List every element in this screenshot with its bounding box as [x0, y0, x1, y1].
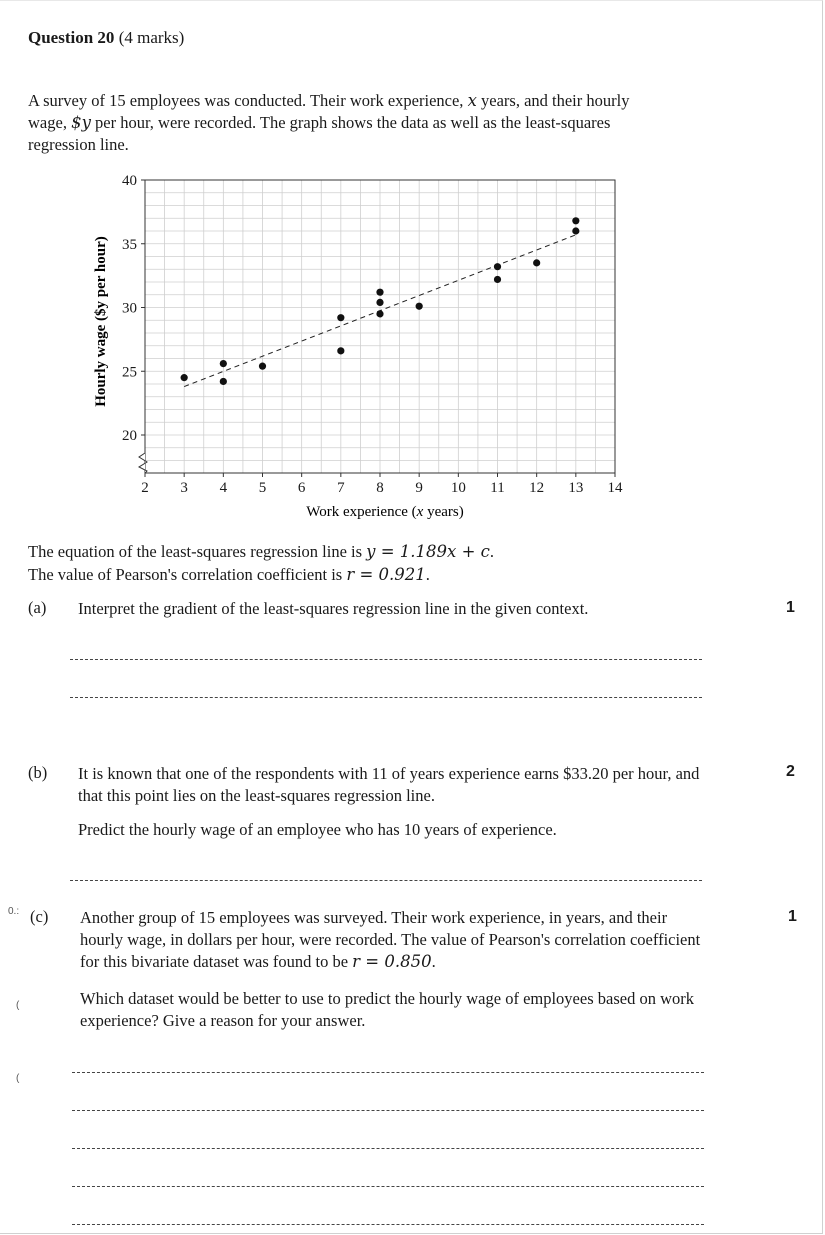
margin-mark: (	[16, 1073, 20, 1084]
chart-grid	[144, 179, 616, 473]
part-b-label: (b)	[28, 763, 48, 782]
answer-line[interactable]	[70, 697, 702, 698]
answer-line[interactable]	[72, 1110, 704, 1111]
data-point	[572, 217, 580, 225]
data-point	[493, 275, 502, 284]
margin-mark: 0.:	[8, 906, 20, 917]
answer-line[interactable]	[72, 1224, 704, 1225]
data-point	[219, 377, 227, 386]
part-b-marks: 2	[786, 763, 795, 780]
axis-break-icon	[137, 452, 148, 474]
x-tick-label: 14	[608, 480, 624, 496]
data-point	[219, 360, 227, 368]
x-axis-label: Work experience (x years)	[306, 504, 463, 520]
part-b-text: It is known that one of the respondents …	[78, 764, 700, 805]
x-tick-label: 12	[529, 480, 544, 496]
y-tick-label: 30	[122, 301, 137, 317]
x-tick-label: 6	[298, 480, 306, 496]
x-tick-label: 4	[220, 480, 228, 496]
scatter-chart: 20 25 30 35 40 2 3 4 5 6 7 8 9 10 11 12 13 14 Work experi…	[93, 173, 623, 520]
x-tick-label: 13	[568, 480, 583, 496]
data-point	[493, 263, 502, 271]
question-number: Question 20	[28, 28, 115, 47]
correlation-value: r = 0.921	[346, 565, 426, 584]
part-c-question: Which dataset would be better to use to …	[80, 989, 694, 1030]
question-marks: (4 marks)	[118, 28, 185, 47]
x-tick-label: 3	[180, 480, 188, 496]
answer-line[interactable]	[70, 880, 702, 881]
answer-line[interactable]	[70, 659, 702, 660]
x-tick-label: 5	[259, 480, 267, 496]
y-tick-label: 40	[122, 173, 137, 189]
x-tick-label: 7	[337, 480, 345, 496]
y-tick-label: 25	[122, 364, 137, 380]
data-point	[258, 362, 267, 370]
margin-mark: (	[16, 1000, 20, 1011]
intro-y-var: $y	[71, 113, 91, 132]
data-point	[376, 288, 384, 296]
data-point	[533, 259, 541, 267]
part-a-label: (a)	[28, 598, 47, 617]
intro-x-var: x	[467, 91, 477, 110]
question-title: Question 20 (4 marks)	[28, 28, 184, 48]
x-tick-label: 10	[451, 480, 466, 496]
x-tick-label: 2	[141, 480, 149, 496]
y-tick-label: 35	[122, 237, 137, 253]
answer-line[interactable]	[72, 1072, 704, 1073]
chart-axes: 20 25 30 35 40 2 3 4 5 6 7 8 9 10 11 12 13 14	[122, 173, 623, 496]
data-point	[337, 347, 345, 355]
regression-equation-line: The equation of the least-squares regres…	[28, 542, 495, 561]
data-points	[180, 217, 580, 386]
part-a-marks: 1	[786, 599, 795, 616]
data-point	[180, 374, 188, 382]
x-tick-label: 8	[376, 480, 384, 496]
intro-text-3: per hour, were recorded. The graph shows…	[28, 113, 611, 154]
intro-text-2: years, and their hourly wage,	[28, 91, 630, 132]
intro-paragraph: A survey of 15 employees was conducted. …	[28, 90, 668, 156]
data-point	[376, 298, 384, 306]
x-tick-label: 11	[490, 480, 504, 496]
y-tick-label: 20	[122, 428, 137, 444]
equation-block: The equation of the least-squares regres…	[28, 540, 494, 586]
answer-line[interactable]	[72, 1186, 704, 1187]
x-tick-label: 9	[415, 480, 423, 496]
part-b-question: Predict the hourly wage of an employee w…	[78, 820, 557, 839]
answer-line[interactable]	[72, 1148, 704, 1149]
part-a-text: Interpret the gradient of the least-squa…	[78, 599, 589, 618]
data-point	[376, 310, 384, 318]
correlation-line: The value of Pearson's correlation coeff…	[28, 565, 430, 584]
intro-text-1: A survey of 15 employees was conducted. …	[28, 91, 468, 110]
part-c-label: (c)	[30, 907, 49, 926]
regression-equation: y = 1.189x + c	[366, 542, 490, 561]
data-point	[337, 314, 345, 322]
data-point	[572, 227, 580, 235]
part-c-correlation: r = 0.850	[352, 952, 432, 971]
part-c-text: Another group of 15 employees was survey…	[80, 908, 701, 971]
data-point	[415, 302, 423, 310]
part-c-marks: 1	[788, 908, 797, 925]
y-axis-label: Hourly wage ($y per hour)	[93, 236, 109, 407]
